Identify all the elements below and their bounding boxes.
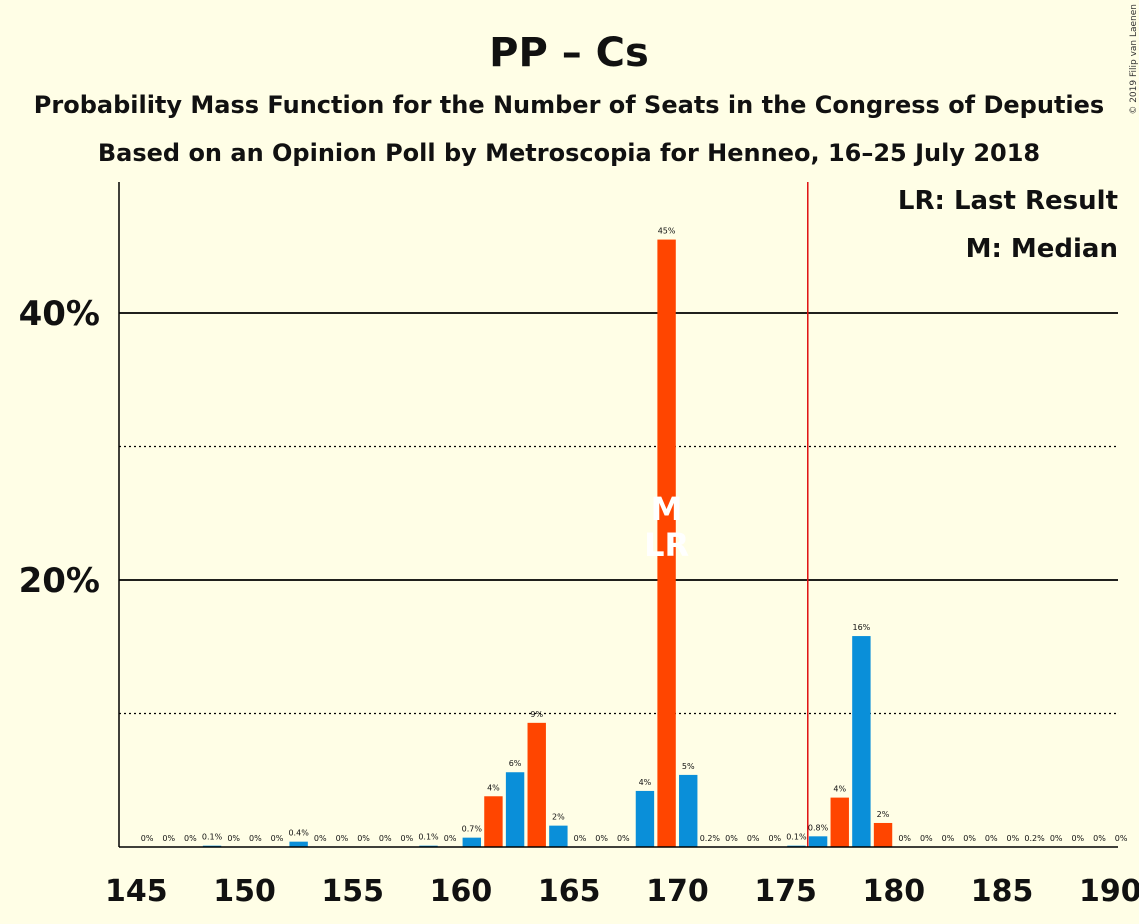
x-tick-label-180: 180 — [863, 874, 926, 909]
x-tick-label-160: 160 — [430, 874, 493, 909]
data-labels: 0% 0% 0% 0.1% 0% 0% 0% 0.4% 0% 0% 0% 0% 0% 0.1% 0% 0.7%… — [141, 227, 1128, 843]
x-tick-label-175: 175 — [754, 874, 817, 909]
x-tick-label-155: 155 — [321, 874, 384, 909]
x-axis-labels: 145 150 155 160 165 170 175 180 185 190 — [105, 874, 1139, 909]
data-label-seat-183: 0% — [942, 834, 955, 843]
data-label-seat-161: 0.7% — [462, 825, 483, 834]
data-label-seat-167: 0% — [595, 834, 608, 843]
data-label-seat-170: 45% — [658, 227, 676, 236]
data-label-seat-184: 0% — [963, 834, 976, 843]
data-label-seat-188: 0% — [1050, 834, 1063, 843]
x-tick-label-150: 150 — [213, 874, 276, 909]
copyright-note: © 2019 Filip van Laenen — [1129, 4, 1139, 115]
bar-seat-164 — [527, 722, 546, 847]
data-label-seat-187: 0.2% — [1024, 834, 1045, 843]
data-label-seat-175: 0% — [768, 834, 781, 843]
bar-seat-153 — [289, 841, 308, 847]
data-label-seat-150: 0% — [227, 834, 240, 843]
data-label-seat-191: 0% — [1115, 834, 1128, 843]
chart-title: PP – Cs — [489, 30, 649, 76]
legend-last-result: LR: Last Result — [898, 186, 1118, 216]
legend-median: M: Median — [966, 234, 1118, 264]
data-label-seat-156: 0% — [357, 834, 370, 843]
data-label-seat-172: 0.2% — [700, 834, 721, 843]
y-tick-label-20: 20% — [19, 561, 100, 601]
data-label-seat-158: 0% — [401, 834, 414, 843]
data-label-seat-178: 4% — [833, 785, 846, 794]
x-tick-label-185: 185 — [971, 874, 1034, 909]
y-axis-labels: 20% 40% — [19, 294, 100, 601]
data-label-seat-181: 0% — [898, 834, 911, 843]
data-label-seat-168: 0% — [617, 834, 630, 843]
x-tick-label-145: 145 — [105, 874, 168, 909]
data-label-seat-166: 0% — [574, 834, 587, 843]
data-label-seat-163: 6% — [509, 759, 522, 768]
x-tick-label-190: 190 — [1079, 874, 1139, 909]
data-label-seat-154: 0% — [314, 834, 327, 843]
bar-seat-180 — [873, 822, 893, 847]
data-label-seat-169: 4% — [639, 778, 652, 787]
data-label-seat-146: 0% — [141, 834, 154, 843]
median-lr-markers: MLR — [644, 490, 689, 564]
chart-subtitle-2: Based on an Opinion Poll by Metroscopia … — [98, 139, 1040, 167]
data-label-seat-180: 2% — [877, 810, 890, 819]
x-tick-label-170: 170 — [646, 874, 709, 909]
bar-seat-163 — [505, 772, 525, 847]
data-label-seat-160: 0% — [444, 834, 457, 843]
data-label-seat-165: 2% — [552, 813, 565, 822]
data-label-seat-164: 9% — [530, 710, 543, 719]
bar-seat-179 — [852, 636, 871, 847]
data-label-seat-179: 16% — [852, 623, 870, 632]
data-label-seat-148: 0% — [184, 834, 197, 843]
data-label-seat-147: 0% — [162, 834, 175, 843]
bars — [202, 239, 893, 847]
data-label-seat-176: 0.1% — [786, 833, 807, 842]
bar-seat-170 — [657, 239, 676, 847]
data-label-seat-177: 0.8% — [808, 823, 829, 832]
data-label-seat-173: 0% — [725, 834, 738, 843]
data-label-seat-152: 0% — [271, 834, 284, 843]
bar-seat-162 — [484, 796, 503, 847]
data-label-seat-149: 0.1% — [202, 833, 223, 842]
median-marker: M — [651, 490, 683, 528]
data-label-seat-162: 4% — [487, 783, 500, 792]
data-label-seat-171: 5% — [682, 762, 695, 771]
bar-seat-177 — [808, 836, 828, 847]
x-tick-label-165: 165 — [538, 874, 601, 909]
data-label-seat-153: 0.4% — [288, 829, 309, 838]
data-label-seat-155: 0% — [336, 834, 349, 843]
data-label-seat-157: 0% — [379, 834, 392, 843]
last-result-marker: LR — [644, 526, 689, 564]
gridlines — [119, 312, 1118, 715]
bar-seat-169 — [635, 790, 655, 847]
bar-seat-178 — [830, 797, 849, 847]
data-label-seat-159: 0.1% — [418, 833, 439, 842]
data-label-seat-182: 0% — [920, 834, 933, 843]
bar-seat-161 — [462, 837, 481, 847]
chart-subtitle-1: Probability Mass Function for the Number… — [34, 91, 1104, 119]
bar-seat-171 — [679, 774, 698, 847]
axes — [118, 182, 1118, 848]
data-label-seat-174: 0% — [747, 834, 760, 843]
data-label-seat-190: 0% — [1093, 834, 1106, 843]
data-label-seat-185: 0% — [985, 834, 998, 843]
bar-seat-165 — [549, 825, 568, 847]
data-label-seat-189: 0% — [1071, 834, 1084, 843]
data-label-seat-151: 0% — [249, 834, 262, 843]
data-label-seat-186: 0% — [1007, 834, 1020, 843]
y-tick-label-40: 40% — [19, 294, 100, 334]
